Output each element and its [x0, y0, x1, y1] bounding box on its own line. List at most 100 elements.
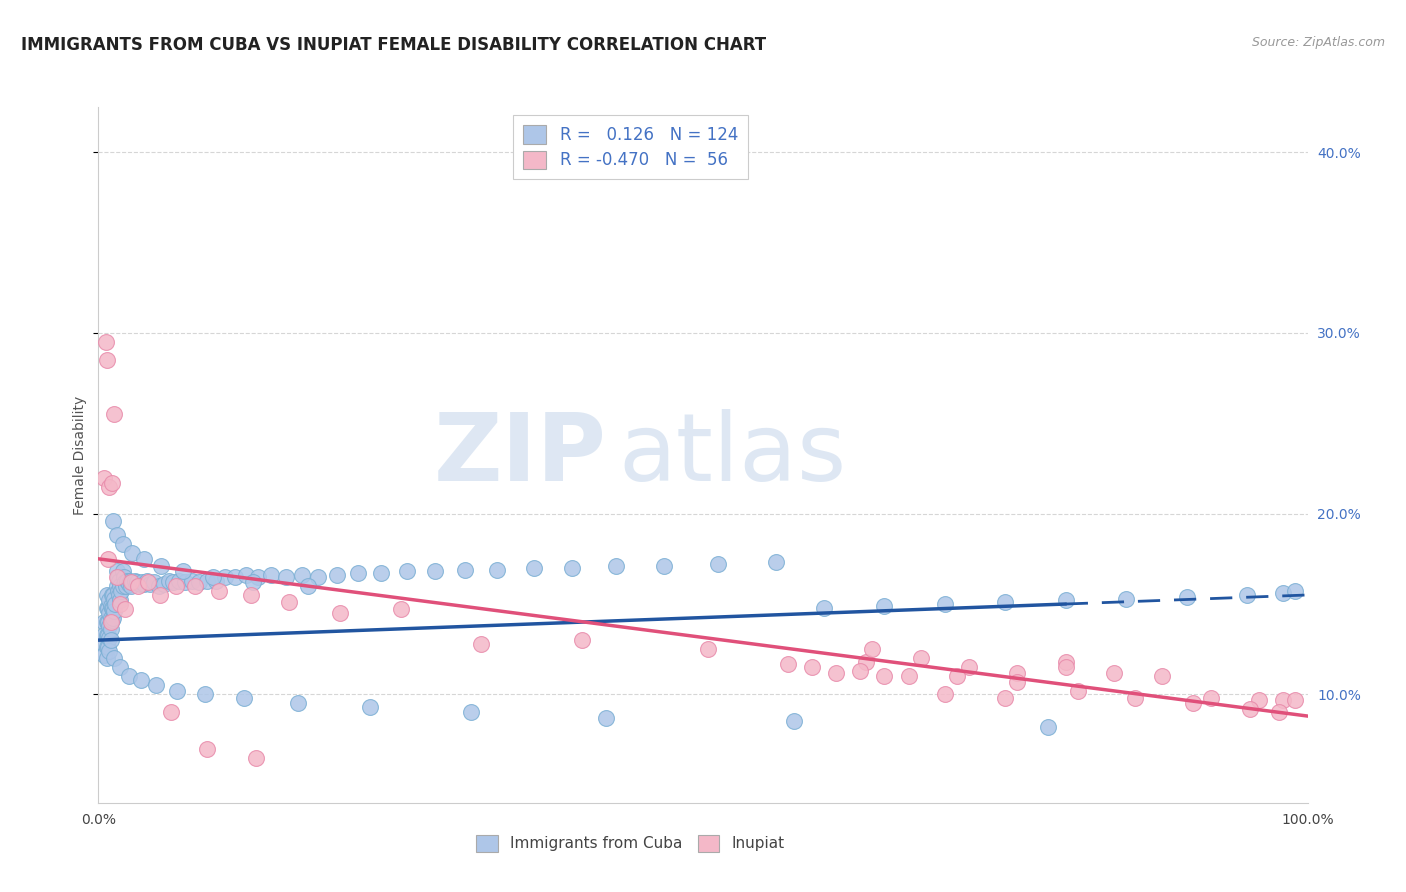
Point: [120, 579, 142, 593]
Point: [96, 615, 118, 629]
Point: [134, 551, 156, 566]
Point: [571, 633, 593, 648]
Point: [108, 574, 131, 588]
Point: [108, 593, 131, 607]
Point: [297, 579, 319, 593]
Point: [115, 579, 138, 593]
Point: [195, 741, 218, 756]
Point: [110, 584, 132, 599]
Text: ZIP: ZIP: [433, 409, 606, 501]
Point: [360, 700, 382, 714]
Point: [139, 577, 162, 591]
Point: [128, 577, 150, 591]
Point: [136, 575, 159, 590]
Point: [97, 615, 120, 629]
Point: [423, 565, 446, 579]
Point: [96, 628, 118, 642]
Point: [1054, 655, 1077, 669]
Point: [145, 678, 167, 692]
Point: [100, 588, 122, 602]
Point: [782, 714, 804, 729]
Point: [93, 615, 115, 629]
Point: [1272, 586, 1295, 600]
Point: [111, 579, 134, 593]
Point: [813, 600, 835, 615]
Point: [94, 334, 117, 349]
Point: [103, 651, 125, 665]
Point: [120, 575, 142, 590]
Point: [118, 577, 141, 591]
Point: [994, 690, 1017, 705]
Point: [100, 633, 122, 648]
Point: [100, 600, 122, 615]
Point: [96, 353, 118, 368]
Point: [242, 575, 264, 590]
Point: [290, 568, 312, 582]
Point: [111, 537, 134, 551]
Point: [825, 665, 848, 680]
Point: [1236, 588, 1258, 602]
Point: [114, 602, 136, 616]
Point: [98, 593, 121, 607]
Point: [108, 588, 131, 602]
Point: [934, 687, 956, 701]
Point: [124, 574, 146, 588]
Point: [107, 570, 129, 584]
Point: [135, 574, 157, 588]
Legend: Immigrants from Cuba, Inupiat: Immigrants from Cuba, Inupiat: [471, 829, 790, 858]
Point: [224, 570, 246, 584]
Point: [96, 588, 118, 602]
Point: [93, 637, 115, 651]
Point: [118, 574, 141, 588]
Point: [180, 574, 202, 588]
Point: [1115, 591, 1137, 606]
Point: [101, 611, 124, 625]
Point: [1175, 590, 1198, 604]
Point: [100, 615, 122, 629]
Point: [107, 584, 129, 599]
Point: [873, 669, 896, 683]
Point: [108, 660, 131, 674]
Point: [1152, 669, 1174, 683]
Point: [287, 697, 309, 711]
Point: [860, 642, 883, 657]
Point: [103, 591, 125, 606]
Point: [934, 597, 956, 611]
Point: [1102, 665, 1125, 680]
Point: [93, 470, 115, 484]
Point: [706, 558, 728, 572]
Y-axis label: Female Disability: Female Disability: [73, 395, 87, 515]
Point: [129, 673, 152, 687]
Point: [103, 604, 125, 618]
Point: [105, 528, 128, 542]
Point: [100, 475, 122, 490]
Point: [454, 563, 477, 577]
Point: [143, 575, 166, 590]
Point: [946, 669, 969, 683]
Point: [100, 599, 122, 613]
Point: [93, 628, 115, 642]
Point: [152, 577, 174, 591]
Point: [1123, 690, 1146, 705]
Point: [166, 683, 188, 698]
Point: [134, 577, 156, 591]
Point: [370, 566, 392, 581]
Point: [652, 559, 675, 574]
Point: [118, 669, 141, 683]
Point: [1199, 690, 1222, 705]
Point: [1054, 593, 1077, 607]
Point: [112, 570, 135, 584]
Point: [329, 606, 352, 620]
Point: [169, 574, 191, 588]
Point: [111, 565, 134, 579]
Point: [1054, 660, 1077, 674]
Point: [98, 479, 121, 493]
Point: [486, 563, 509, 577]
Point: [150, 559, 173, 574]
Point: [800, 660, 823, 674]
Point: [765, 556, 787, 570]
Point: [117, 574, 139, 588]
Point: [108, 579, 131, 593]
Point: [174, 575, 197, 590]
Point: [561, 561, 583, 575]
